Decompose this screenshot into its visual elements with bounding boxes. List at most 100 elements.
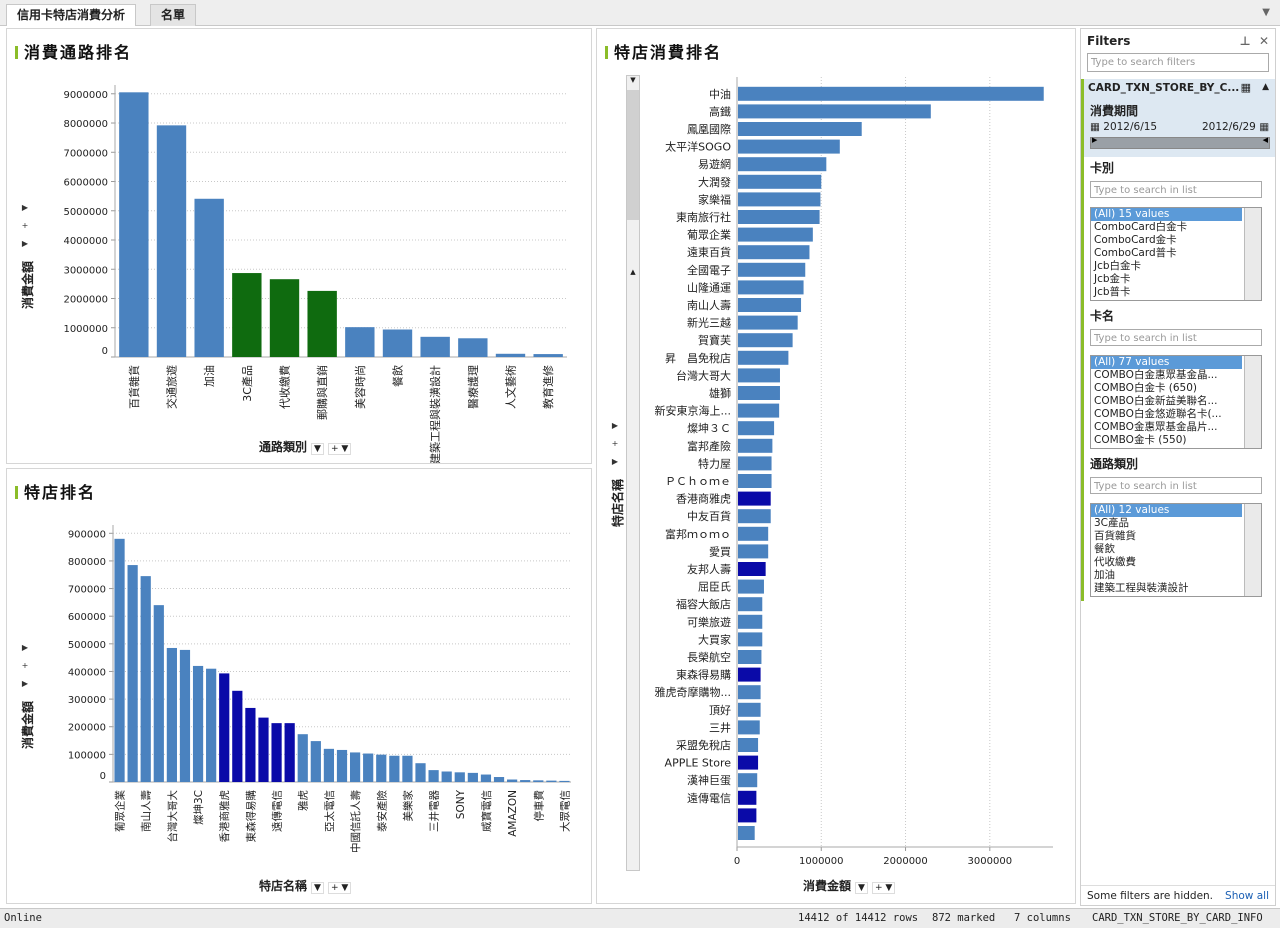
y-tick-label: 漢神巨蛋	[687, 773, 731, 787]
card-name-search-input[interactable]: Type to search in list	[1090, 329, 1262, 346]
list-item[interactable]: COMBO白金新益美聯名...	[1094, 395, 1218, 407]
filter-card-name: 卡名 Type to search in list (All) 77 value…	[1081, 305, 1275, 453]
range-handle-left[interactable]: ▶	[1092, 136, 1098, 144]
add-icon[interactable]: + ▼	[327, 882, 352, 894]
tab-list[interactable]: 名單	[150, 4, 197, 26]
x-tick-label: SONY	[455, 789, 467, 819]
x-axis-selector[interactable]: 通路類別 ▼ + ▼	[259, 438, 352, 455]
y-tick-label: 南山人壽	[687, 298, 731, 312]
list-item[interactable]: COMBO白金惠眾基金晶...	[1094, 369, 1218, 381]
list-item[interactable]: 百貨雜貨	[1094, 530, 1136, 542]
calendar-icon[interactable]: ▦	[1090, 121, 1100, 133]
list-item[interactable]: Jcb普卡	[1094, 286, 1131, 298]
list-item[interactable]: ComboCard白金卡	[1094, 221, 1188, 233]
list-item[interactable]: 代收繳費	[1094, 556, 1136, 568]
list-scrollbar[interactable]	[1244, 356, 1261, 448]
bar	[520, 780, 531, 782]
bar	[738, 579, 764, 594]
status-columns: 7 columns	[1014, 912, 1071, 924]
list-item[interactable]: ComboCard金卡	[1094, 234, 1177, 246]
close-icon[interactable]: ✕	[1258, 34, 1269, 48]
tab-menu-icon[interactable]: ▼	[1262, 7, 1270, 18]
scroll-down-icon[interactable]: ▼	[630, 76, 636, 84]
store-ranking-panel: 特店排名 ▶ + ▶ 消費金額 0 100000 200000 300000 40000…	[6, 468, 592, 904]
chevron-right-icon[interactable]: ▶	[21, 239, 29, 248]
add-icon[interactable]: +	[611, 439, 619, 448]
bar	[738, 702, 761, 717]
tab-analysis[interactable]: 信用卡特店消費分析	[6, 4, 137, 26]
bar	[310, 741, 321, 782]
bar	[179, 649, 191, 782]
channel-ranking-panel: 消費通路排名 ▶ + ▶ 消費金額 0 1000000 2000000 3000000…	[6, 28, 592, 464]
chevron-right-icon[interactable]: ▶	[611, 457, 619, 466]
expand-icon[interactable]: ▶	[21, 203, 29, 212]
show-all-link[interactable]: Show all	[1225, 890, 1269, 902]
list-item[interactable]: 加油	[1094, 569, 1115, 581]
calendar-icon[interactable]: ▦	[1259, 121, 1270, 133]
list-item[interactable]: (All) 15 values	[1091, 208, 1242, 221]
expand-icon[interactable]: ▶	[611, 421, 619, 430]
add-icon[interactable]: + ▼	[327, 443, 352, 455]
scrollbar-thumb[interactable]	[627, 90, 639, 220]
bar	[559, 780, 570, 782]
y-tick-label: 友邦人壽	[687, 562, 731, 576]
period-start[interactable]: ▦ 2012/6/15	[1090, 121, 1158, 133]
card-type-search-input[interactable]: Type to search in list	[1090, 181, 1262, 198]
list-item[interactable]: COMBO金惠眾基金晶片...	[1094, 421, 1218, 433]
channel-type-list[interactable]: (All) 12 values 3C產品 百貨雜貨 餐飲 代收繳費 加油 建築工…	[1090, 503, 1262, 597]
list-item[interactable]: Jcb金卡	[1094, 273, 1131, 285]
collapse-icon[interactable]: ▲	[1262, 82, 1269, 92]
expand-icon[interactable]: ▶	[21, 643, 29, 652]
list-item[interactable]: COMBO白金卡 (650)	[1094, 382, 1198, 394]
bar	[738, 245, 810, 260]
x-axis-label: 消費金額	[803, 879, 852, 893]
y-tick-label: 6000000	[63, 178, 108, 189]
card-type-list[interactable]: (All) 15 values ComboCard白金卡 ComboCard金卡…	[1090, 207, 1262, 301]
x-tick-label: 三井電器	[428, 790, 441, 832]
bar	[495, 353, 526, 357]
add-icon[interactable]: +	[21, 221, 29, 230]
period-range-slider[interactable]: ▶ ◀	[1090, 136, 1270, 149]
y-tick-label: 屈臣氏	[698, 581, 731, 594]
list-scrollbar[interactable]	[1244, 504, 1261, 596]
table-header[interactable]: CARD_TXN_STORE_BY_C... ▦ ▲	[1081, 79, 1275, 99]
pin-icon[interactable]: ⊥	[1239, 34, 1251, 48]
add-icon[interactable]: +	[21, 661, 29, 670]
range-handle-right[interactable]: ◀	[1262, 136, 1268, 144]
chevron-down-icon[interactable]: ▼	[311, 443, 324, 455]
chevron-down-icon[interactable]: ▼	[311, 882, 324, 894]
list-item[interactable]: 建築工程與裝潢設計	[1094, 582, 1189, 594]
chevron-right-icon[interactable]: ▶	[21, 679, 29, 688]
x-tick-label: 餐飲	[391, 365, 405, 387]
category-scrollbar[interactable]: ▼ ▲	[626, 75, 640, 871]
add-icon[interactable]: + ▼	[871, 882, 896, 894]
list-scrollbar[interactable]	[1244, 208, 1261, 300]
list-item[interactable]: Jcb白金卡	[1094, 260, 1142, 272]
chevron-down-icon[interactable]: ▼	[855, 882, 868, 894]
filter-period: 消費期間 ▦ 2012/6/15 2012/6/29 ▦ ▶ ◀	[1081, 99, 1275, 157]
bar	[738, 386, 780, 400]
x-axis-selector[interactable]: 消費金額 ▼ + ▼	[803, 877, 896, 894]
filter-search-input[interactable]: Type to search filters	[1087, 53, 1269, 72]
period-end[interactable]: 2012/6/29 ▦	[1202, 121, 1270, 133]
x-tick-label: 郵購與直銷	[315, 365, 329, 420]
bar	[127, 565, 138, 782]
channel-type-search-input[interactable]: Type to search in list	[1090, 477, 1262, 494]
bar	[480, 774, 492, 782]
x-tick-label: 3C產品	[240, 365, 254, 402]
list-item[interactable]: COMBO金卡 (550)	[1094, 434, 1187, 446]
list-item[interactable]: 3C產品	[1094, 517, 1130, 529]
list-item[interactable]: (All) 12 values	[1091, 504, 1242, 517]
y-tick-label: 高鐵	[709, 104, 731, 118]
y-tick-label: APPLE Store	[665, 757, 732, 770]
panel-title: 消費通路排名	[15, 39, 132, 63]
list-item[interactable]: (All) 77 values	[1091, 356, 1242, 369]
list-item[interactable]: ComboCard普卡	[1094, 247, 1177, 259]
x-axis-selector[interactable]: 特店名稱 ▼ + ▼	[259, 877, 352, 894]
table-icon[interactable]: ▦	[1240, 81, 1251, 94]
bar	[336, 749, 348, 782]
scroll-up-icon[interactable]: ▲	[630, 268, 636, 276]
card-name-list[interactable]: (All) 77 values COMBO白金惠眾基金晶... COMBO白金卡…	[1090, 355, 1262, 449]
list-item[interactable]: COMBO白金悠遊聯名卡(...	[1094, 408, 1222, 420]
list-item[interactable]: 餐飲	[1094, 543, 1115, 555]
